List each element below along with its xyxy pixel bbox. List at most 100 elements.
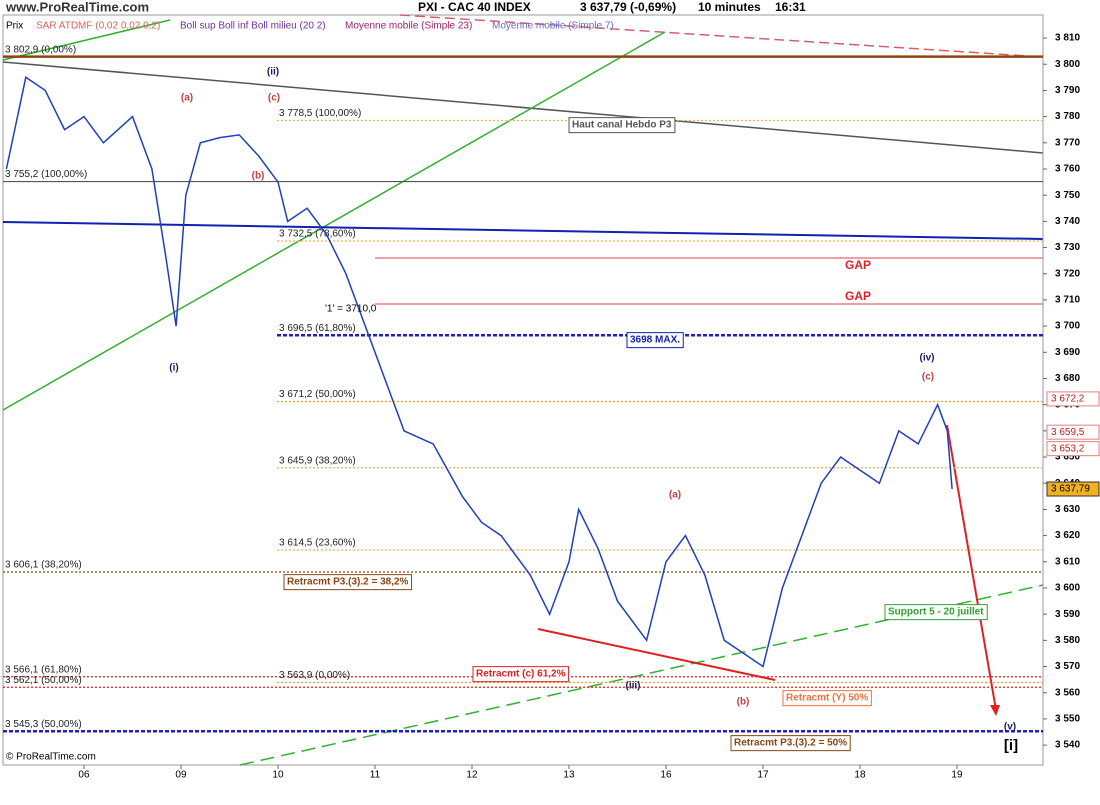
annotation-box — [626, 332, 684, 349]
chart-subtitle: 3 637,79 (-0,69%) — [580, 0, 676, 14]
annotation-box — [283, 574, 413, 591]
y-tick-label: 3 630 — [1055, 504, 1080, 515]
wave-label: (c) — [268, 93, 280, 104]
arrow-head — [990, 705, 1000, 716]
level-label: 3 545,3 (50,00%) — [5, 719, 82, 730]
trend-line — [2, 19, 171, 61]
annotation-box — [782, 690, 872, 707]
level-label: 3 606,1 (38,20%) — [5, 560, 82, 571]
y-tick-label: 3 730 — [1055, 242, 1080, 253]
trend-line — [2, 221, 1044, 240]
y-tick-label: 3 550 — [1055, 714, 1080, 725]
y-tick-label: 3 680 — [1055, 373, 1080, 384]
y-tick-label: 3 690 — [1055, 347, 1080, 358]
y-tick-label: 3 590 — [1055, 609, 1080, 620]
wave-label: (c) — [922, 372, 934, 383]
wave-label: (iv) — [920, 353, 935, 364]
wave-label: (i) — [169, 363, 178, 374]
wave-label: (ii) — [267, 67, 279, 78]
timeframe: 10 minutes — [698, 0, 761, 14]
wave-label: (b) — [737, 697, 750, 708]
x-tick-label: 06 — [78, 770, 90, 781]
level-label: 3 802,9 (0,00%) — [5, 44, 76, 55]
price-badge — [1046, 441, 1100, 457]
y-tick-label: 3 810 — [1055, 33, 1080, 44]
legend-entry: SAR ATDMF (0,02 0,02 0,2) — [36, 21, 160, 32]
level-label: 3 645,9 (38,20%) — [279, 455, 356, 466]
level-label: 3 755,2 (100,00%) — [5, 169, 87, 180]
wave-label: (a) — [669, 490, 681, 501]
wave-label: (iii) — [626, 681, 641, 692]
y-tick-label: 3 540 — [1055, 740, 1080, 751]
level-label: 3 732,5 (78,60%) — [279, 229, 356, 240]
x-tick-label: 09 — [175, 770, 187, 781]
copyright: © ProRealTime.com — [6, 752, 96, 763]
y-tick-label: 3 760 — [1055, 164, 1080, 175]
wave-label: (v) — [1004, 722, 1016, 733]
annotation: 3698 MAX. — [630, 335, 680, 346]
level-label: 3 566,1 (61,80%) — [5, 664, 82, 675]
annotation: Retracmt P3.(3).2 = 50% — [734, 738, 847, 749]
y-tick-label: 3 750 — [1055, 190, 1080, 201]
x-tick-label: 12 — [466, 770, 478, 781]
annotation: Support 5 - 20 juillet — [888, 607, 984, 618]
legend-entry: Boll sup Boll inf Boll milieu (20 2) — [180, 21, 326, 32]
time: 16:31 — [775, 0, 806, 14]
y-tick-label: 3 710 — [1055, 295, 1080, 306]
annotation: GAP — [845, 289, 871, 303]
y-tick-label: 3 780 — [1055, 111, 1080, 122]
level-label: 3 671,2 (50,00%) — [279, 389, 356, 400]
annotation-box — [730, 735, 851, 752]
y-tick-label: 3 610 — [1055, 556, 1080, 567]
annotation-box — [568, 117, 676, 134]
trend-line — [399, 14, 1044, 58]
price-line — [5, 76, 953, 668]
price-badge — [1046, 391, 1100, 407]
annotation: Haut canal Hebdo P3 — [572, 120, 672, 131]
trend-line — [2, 61, 1044, 154]
y-tick-label: 3 650 — [1055, 452, 1080, 463]
level-label: 3 562,1 (50,00%) — [5, 675, 82, 686]
x-tick-label: 17 — [757, 770, 769, 781]
trend-line — [2, 31, 666, 411]
level-label: 3 778,5 (100,00%) — [279, 108, 361, 119]
wave-label: (a) — [181, 93, 193, 104]
wave-label: [i] — [1004, 737, 1018, 754]
price-badge-label: 3 653,2 — [1051, 443, 1085, 454]
wave-label: (b) — [252, 171, 265, 182]
y-tick-label: 3 560 — [1055, 687, 1080, 698]
annotation: Retracmt P3.(3).2 = 38,2% — [287, 577, 409, 588]
projection-arrow — [946, 424, 997, 711]
x-tick-label: 18 — [854, 770, 866, 781]
x-tick-label: 10 — [272, 770, 284, 781]
legend-price: Prix — [6, 21, 23, 32]
y-tick-label: 3 580 — [1055, 635, 1080, 646]
x-tick-label: 11 — [370, 770, 381, 781]
x-tick-label: 16 — [660, 770, 672, 781]
legend-entry: Moyenne mobile (Simple 7) — [492, 21, 614, 32]
price-badge-label: 3 659,5 — [1051, 427, 1085, 438]
y-tick-label: 3 620 — [1055, 530, 1080, 541]
legend-entry: Moyenne mobile (Simple 23) — [345, 21, 472, 32]
chart-title: PXI - CAC 40 INDEX — [418, 0, 531, 14]
x-tick-label: 19 — [951, 770, 963, 781]
level-label: 3 614,5 (23,60%) — [279, 538, 356, 549]
watermark: www.ProRealTime.com — [5, 0, 149, 14]
y-tick-label: 3 790 — [1055, 85, 1080, 96]
annotation: Retracmt (Y) 50% — [786, 693, 868, 704]
price-badge-label: 3 672,2 — [1051, 394, 1085, 405]
price-badge — [1046, 481, 1100, 497]
y-tick-label: 3 700 — [1055, 321, 1080, 332]
annotation-box — [884, 604, 988, 621]
y-tick-label: 3 770 — [1055, 137, 1080, 148]
annotation: '1' = 3710,0 — [325, 304, 377, 315]
y-tick-label: 3 720 — [1055, 268, 1080, 279]
level-label: 3 563,9 (0,00%) — [279, 670, 350, 681]
y-tick-label: 3 800 — [1055, 59, 1080, 70]
plot-area — [2, 14, 1044, 766]
annotation: GAP — [845, 258, 871, 272]
y-tick-label: 3 570 — [1055, 661, 1080, 672]
price-badge — [1046, 424, 1100, 440]
annotation-box — [472, 666, 570, 683]
